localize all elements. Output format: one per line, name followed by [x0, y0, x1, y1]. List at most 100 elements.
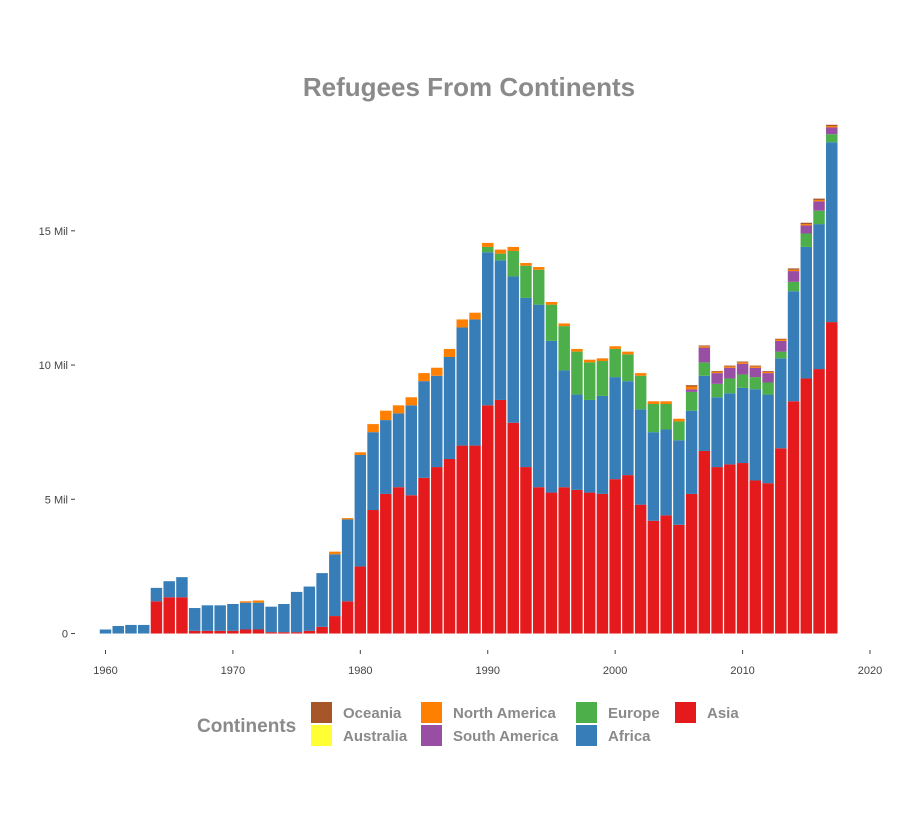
bar-africa-1984: [406, 405, 417, 495]
bar-south-america-2006: [686, 389, 697, 392]
legend-label: Asia: [707, 705, 739, 722]
legend-item-australia: Australia: [311, 725, 408, 746]
bar-europe-1994: [533, 270, 544, 305]
bar-africa-1986: [431, 376, 442, 467]
bar-africa-1960: [100, 630, 111, 634]
bar-europe-2012: [762, 383, 773, 395]
x-tick-label: 2000: [603, 665, 627, 677]
bar-oceania-2011: [750, 366, 761, 367]
bar-africa-2016: [813, 224, 824, 369]
bar-europe-2008: [711, 384, 722, 397]
bar-north-america-1999: [597, 358, 608, 361]
bar-europe-1991: [495, 254, 506, 261]
bar-south-america-2013: [775, 341, 786, 352]
chart-title: Refugees From Continents: [303, 72, 635, 102]
bar-asia-2004: [660, 515, 671, 633]
bar-asia-1979: [342, 601, 353, 633]
bar-asia-1993: [520, 467, 531, 633]
x-tick-label: 1960: [93, 665, 117, 677]
bar-oceania-2013: [775, 339, 786, 340]
bar-africa-2015: [801, 247, 812, 379]
bar-africa-1973: [265, 607, 276, 633]
bar-africa-1962: [125, 625, 136, 634]
bar-north-america-1992: [507, 247, 518, 251]
bar-africa-2017: [826, 142, 837, 322]
bar-africa-1999: [597, 396, 608, 494]
bar-north-america-1989: [469, 313, 480, 320]
bar-north-america-2013: [775, 340, 786, 341]
bar-north-america-1991: [495, 250, 506, 254]
bar-north-america-2012: [762, 372, 773, 373]
bar-africa-1995: [546, 341, 557, 493]
bar-north-america-2006: [686, 387, 697, 390]
bar-south-america-2014: [788, 271, 799, 282]
bar-asia-1972: [253, 630, 264, 634]
bar-africa-1997: [571, 395, 582, 490]
y-tick-label: 0: [62, 629, 68, 641]
bar-north-america-2010: [737, 362, 748, 363]
bar-north-america-1998: [584, 360, 595, 363]
legend-label: Oceania: [343, 705, 402, 722]
bar-africa-1981: [367, 432, 378, 510]
bar-africa-2011: [750, 389, 761, 480]
bar-south-america-2007: [699, 348, 710, 363]
bar-oceania-2016: [813, 199, 824, 200]
bar-africa-1966: [176, 577, 187, 597]
bar-asia-1989: [469, 446, 480, 634]
bar-north-america-1997: [571, 349, 582, 352]
bar-asia-1985: [418, 478, 429, 634]
bar-asia-1984: [406, 495, 417, 633]
bar-europe-2015: [801, 234, 812, 247]
bar-asia-1977: [316, 627, 327, 634]
bar-asia-1966: [176, 597, 187, 633]
bar-africa-1991: [495, 260, 506, 400]
bar-north-america-1983: [393, 405, 404, 413]
bar-north-america-2000: [609, 346, 620, 349]
bar-africa-1983: [393, 413, 404, 487]
bar-north-america-2008: [711, 372, 722, 373]
bar-oceania-2012: [762, 371, 773, 372]
bar-asia-2015: [801, 378, 812, 633]
bar-asia-2002: [635, 505, 646, 634]
bar-oceania-2010: [737, 362, 748, 363]
bar-asia-1974: [278, 632, 289, 633]
bar-asia-1982: [380, 494, 391, 634]
bar-asia-2017: [826, 322, 837, 633]
bar-africa-1971: [240, 603, 251, 630]
bar-africa-1982: [380, 420, 391, 494]
bar-africa-1985: [418, 381, 429, 478]
bar-asia-2008: [711, 467, 722, 633]
bar-africa-2013: [775, 358, 786, 448]
bar-africa-2008: [711, 397, 722, 467]
bar-north-america-1982: [380, 411, 391, 420]
bar-africa-1970: [227, 604, 238, 631]
legend-swatch: [576, 725, 597, 746]
bar-europe-1996: [558, 326, 569, 370]
bar-north-america-1987: [444, 349, 455, 357]
bar-asia-1970: [227, 631, 238, 634]
legend-label: Africa: [608, 728, 651, 745]
bar-europe-1990: [482, 247, 493, 252]
bar-north-america-1978: [329, 552, 340, 555]
bar-oceania-2014: [788, 268, 799, 269]
bar-asia-2003: [648, 521, 659, 634]
bar-north-america-2002: [635, 373, 646, 376]
bar-south-america-2017: [826, 127, 837, 134]
bar-asia-1996: [558, 487, 569, 633]
x-tick-label: 2010: [730, 665, 754, 677]
bar-europe-1993: [520, 266, 531, 298]
bar-north-america-1980: [355, 452, 366, 455]
legend-label: North America: [453, 705, 556, 722]
bar-south-america-2016: [813, 201, 824, 210]
bar-asia-1965: [163, 597, 174, 633]
bar-asia-1995: [546, 493, 557, 634]
bar-north-america-1972: [253, 601, 264, 603]
bar-africa-2002: [635, 409, 646, 504]
bar-asia-1998: [584, 493, 595, 634]
bar-africa-2004: [660, 429, 671, 515]
bar-oceania-2017: [826, 125, 837, 126]
bar-south-america-2008: [711, 373, 722, 384]
bar-north-america-2001: [622, 352, 633, 355]
bar-asia-2011: [750, 480, 761, 633]
